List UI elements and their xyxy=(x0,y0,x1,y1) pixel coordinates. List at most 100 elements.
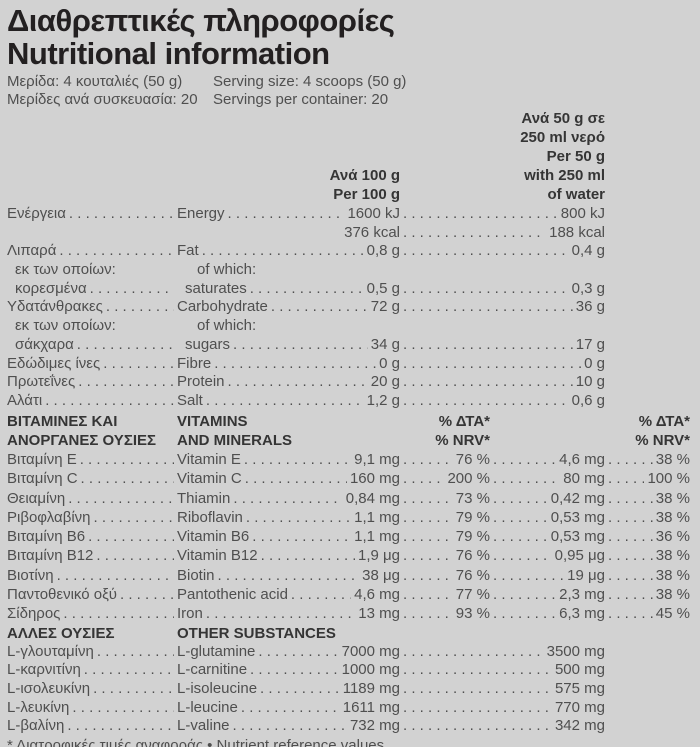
nutrient-name-el: Βιταμίνη B12 xyxy=(7,547,94,565)
nutrient-name-el: Εδώδιμες ίνες xyxy=(7,354,101,372)
nutrient-name-el: εκ των οποίων: xyxy=(15,317,116,335)
dot-leader xyxy=(69,205,174,224)
dot-leader xyxy=(228,205,345,224)
value-per-100g: 1189 mg xyxy=(342,679,400,697)
value-per-50g: 4,6 mg xyxy=(559,450,605,468)
serving-info: Μερίδα: 4 κουταλιές (50 g) Μερίδες ανά σ… xyxy=(7,73,700,108)
dot-leader xyxy=(94,508,175,527)
table-row: 376 kcal 188 kcal xyxy=(7,224,690,243)
greek-name-cell: Βιταμίνη E xyxy=(7,450,177,469)
nrv-100g-cell: 79 % xyxy=(400,508,490,527)
english-name-cell: Pantothenic acid 4,6 mg xyxy=(177,585,400,604)
dot-leader xyxy=(245,469,347,488)
table-row: L-ισολευκίνη L-isoleucine 1189 mg 575 mg xyxy=(7,680,690,699)
english-name-cell: Riboflavin 1,1 mg xyxy=(177,508,400,527)
dot-leader xyxy=(244,450,351,469)
dot-leader xyxy=(493,546,552,565)
per-50g-line-1: Ανά 50 g σε xyxy=(521,110,605,127)
nrv-per-100g: 79 % xyxy=(455,508,490,526)
value-per-100g: 38 μg xyxy=(362,566,400,584)
nrv-per-100g: 76 % xyxy=(455,547,490,565)
dot-leader xyxy=(67,717,174,736)
greek-name-cell: Λιπαρά xyxy=(7,242,177,261)
english-name-cell: L-isoleucine 1189 mg xyxy=(177,680,400,699)
column-headers: Ανά 100 g Per 100 g Ανά 50 g σε 250 ml ν… xyxy=(7,108,700,205)
dot-leader xyxy=(403,585,453,604)
nrv-100g-cell: 73 % xyxy=(400,489,490,508)
value-per-100g: 732 mg xyxy=(349,717,400,735)
dot-leader xyxy=(63,604,174,623)
nutrient-name-en: L-leucine xyxy=(177,698,238,716)
value-50g-cell: 6,3 mg xyxy=(490,604,605,623)
nrv-100g-cell: 76 % xyxy=(400,450,490,469)
dot-leader xyxy=(403,546,453,565)
value-per-50g: 0,4 g xyxy=(571,242,605,260)
value-50g-cell: 800 kJ xyxy=(400,205,605,224)
dot-leader xyxy=(78,373,174,392)
vitamins-header-line-1: ΒΙΤΑΜΙΝΕΣ ΚΑΙ VITAMINS % ΔΤΑ* % ΔΤΑ* xyxy=(7,412,690,431)
per-100g-line-en: Per 100 g xyxy=(333,186,400,203)
english-name-cell: of which: xyxy=(177,317,400,336)
value-per-50g: 36 g xyxy=(575,298,605,316)
dot-leader xyxy=(233,336,368,355)
nrv-per-100g: 77 % xyxy=(455,586,490,604)
serving-size-el: Μερίδα: 4 κουταλιές (50 g) xyxy=(7,73,183,90)
value-per-50g: 575 mg xyxy=(554,679,605,697)
nutrient-name-el: κορεσμένα xyxy=(15,279,87,297)
value-50g-cell: 0,6 g xyxy=(400,392,605,411)
dot-leader xyxy=(202,242,364,261)
value-per-100g: 0 g xyxy=(379,354,400,372)
value-per-100g: 7000 mg xyxy=(341,642,400,660)
greek-name-cell: Παντοθενικό οξύ xyxy=(7,585,177,604)
dot-leader xyxy=(80,450,174,469)
value-50g-cell: 80 mg xyxy=(490,469,605,488)
english-name-cell: Vitamin B12 1,9 μg xyxy=(177,546,400,565)
nutrient-name-el: Ριβοφλαβίνη xyxy=(7,508,91,526)
table-row: Πρωτεΐνες Protein 20 g 10 g xyxy=(7,373,690,392)
dot-leader xyxy=(608,585,653,604)
value-per-100g: 1,2 g xyxy=(366,391,400,409)
greek-name-cell: L-βαλίνη xyxy=(7,717,177,736)
table-row: L-λευκίνη L-leucine 1611 mg 770 mg xyxy=(7,699,690,718)
dot-leader xyxy=(258,643,338,662)
nutrient-name-el: L-βαλίνη xyxy=(7,717,65,735)
value-50g-cell: 770 mg xyxy=(400,699,605,718)
dot-leader xyxy=(77,336,174,355)
english-name-cell: sugars 34 g xyxy=(177,336,400,355)
nrv-per-100g: 79 % xyxy=(455,528,490,546)
nrv-per-50g: 38 % xyxy=(655,566,690,584)
table-row: Βιταμίνη E Vitamin E 9,1 mg 76 % 4,6 mg 38 % xyxy=(7,450,690,469)
nrv-50g-cell: 38 % xyxy=(605,566,690,585)
nutrient-name-en: Protein xyxy=(177,373,225,391)
dot-leader xyxy=(97,643,174,662)
nutrient-name-en: of which: xyxy=(197,261,257,279)
english-name-cell: L-leucine 1611 mg xyxy=(177,699,400,718)
nrv-per-100g: 73 % xyxy=(455,489,490,507)
dot-leader xyxy=(403,699,552,718)
nutrient-name-el: Ενέργεια xyxy=(7,205,66,222)
value-per-100g: 1600 kJ xyxy=(347,205,400,222)
nrv-per-100g: 200 % xyxy=(447,470,490,488)
greek-name-cell: Βιταμίνη B12 xyxy=(7,546,177,565)
value-per-50g: 0,53 mg xyxy=(550,508,605,526)
nutrient-name-el: Βιταμίνη E xyxy=(7,450,77,468)
nrv-50g-cell: 36 % xyxy=(605,527,690,546)
nrv-100g-cell: 93 % xyxy=(400,604,490,623)
english-name-cell: L-carnitine 1000 mg xyxy=(177,661,400,680)
table-row: Εδώδιμες ίνες Fibre 0 g 0 g xyxy=(7,355,690,374)
dot-leader xyxy=(246,508,351,527)
vitamins-header-el-2: ΑΝΟΡΓΑΝΕΣ ΟΥΣΙΕΣ xyxy=(7,431,156,449)
macronutrients-section: Ενέργεια Energy 1600 kJ 800 kJ 376 kcal 188 k… xyxy=(7,205,700,411)
greek-name-cell: σάκχαρα xyxy=(7,336,177,355)
table-row: L-γλουταμίνη L-glutamine 7000 mg 3500 mg xyxy=(7,643,690,662)
nrv-per-50g: 38 % xyxy=(655,489,690,507)
dot-leader xyxy=(218,566,360,585)
dot-leader xyxy=(93,680,174,699)
value-per-50g: 500 mg xyxy=(554,661,605,679)
nutrient-name-en: Vitamin B12 xyxy=(177,547,258,565)
dot-leader xyxy=(493,527,548,546)
dot-leader xyxy=(608,469,644,488)
other-header-el: ΑΛΛΕΣ ΟΥΣΙΕΣ xyxy=(7,624,115,642)
nutrient-name-el: Υδατάνθρακες xyxy=(7,298,103,316)
dot-leader xyxy=(493,566,564,585)
